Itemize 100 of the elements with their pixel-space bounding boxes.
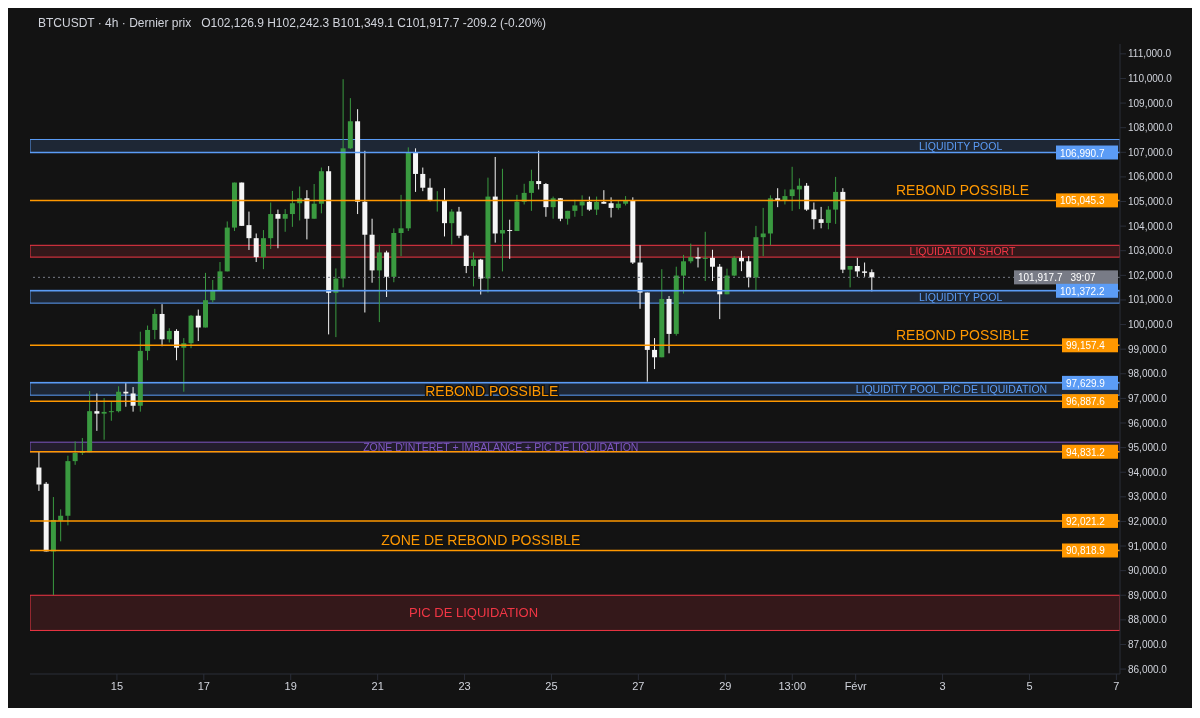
candlestick — [709, 249, 715, 282]
ref-line-label: 90,818.9 — [1066, 545, 1106, 557]
y-tick-label: 100,000.0 — [1128, 319, 1173, 331]
candlestick — [304, 189, 310, 240]
y-tick-label: 86,000.0 — [1128, 663, 1168, 675]
y-tick-label: 96,000.0 — [1128, 417, 1168, 429]
candlestick — [507, 219, 513, 260]
candlestick — [528, 169, 534, 212]
candlestick — [101, 397, 107, 441]
annotation: ZONE DE REBOND POSSIBLE — [381, 532, 581, 549]
annotation: LIQUIDITY POOL — [855, 382, 940, 395]
annotation: REBOND POSSIBLE — [895, 182, 1029, 199]
candlestick — [398, 194, 404, 257]
candlestick — [811, 201, 817, 230]
candlestick — [550, 196, 556, 220]
y-tick-label: 104,000.0 — [1128, 220, 1173, 232]
candlestick — [36, 450, 42, 492]
candlestick — [311, 183, 317, 220]
candlestick — [536, 150, 542, 190]
candlestick — [152, 308, 158, 340]
y-tick-label: 91,000.0 — [1128, 540, 1168, 552]
y-tick-label: 88,000.0 — [1128, 614, 1168, 626]
annotation: LIQUIDITY POOL — [919, 140, 1003, 153]
annotation: PIC DE LIQUIDATION — [409, 605, 539, 621]
candlestick — [174, 328, 180, 361]
candlestick — [833, 176, 839, 225]
x-tick-label: 5 — [1026, 679, 1033, 692]
annotation: REBOND POSSIBLE — [895, 327, 1029, 344]
ref-line-label: 105,045.3 — [1060, 195, 1105, 207]
y-tick-label: 99,000.0 — [1128, 343, 1168, 355]
y-tick-label: 90,000.0 — [1128, 565, 1168, 577]
ref-line-label: 99,157.4 — [1066, 340, 1106, 352]
y-tick-label: 98,000.0 — [1128, 368, 1168, 380]
y-tick-label: 93,000.0 — [1128, 491, 1168, 503]
x-tick-label: 25 — [545, 679, 558, 692]
candlestick — [760, 207, 766, 257]
candlestick — [195, 309, 201, 342]
candlestick — [108, 401, 114, 422]
candlestick — [543, 182, 549, 218]
candlestick — [804, 182, 810, 212]
candlestick — [594, 196, 600, 216]
candlestick — [681, 254, 687, 295]
candlestick — [782, 188, 788, 205]
y-tick-label: 101,000.0 — [1128, 294, 1173, 306]
annotation: PIC DE LIQUIDATION — [942, 382, 1048, 395]
x-tick-label: 19 — [284, 679, 297, 692]
candlestick — [217, 261, 223, 292]
x-tick-label: 27 — [632, 679, 645, 692]
ref-line-label: 101,372.2 — [1060, 285, 1105, 297]
candlestick — [470, 251, 476, 287]
candlestick — [478, 258, 484, 296]
candlestick — [818, 206, 824, 229]
x-tick-label: 7 — [1113, 679, 1120, 692]
candlestick — [652, 337, 658, 370]
ref-line-label: 101,917.7 39:07 — [1018, 272, 1096, 284]
y-tick-label: 103,000.0 — [1128, 245, 1173, 257]
y-tick-label: 87,000.0 — [1128, 639, 1168, 651]
x-tick-label: 3 — [939, 679, 946, 692]
x-tick-label: 15 — [110, 679, 124, 692]
y-tick-label: 95,000.0 — [1128, 442, 1168, 454]
ref-line-label: 97,629.9 — [1066, 377, 1106, 389]
candlestick — [376, 244, 382, 323]
x-tick-label: 29 — [719, 679, 732, 692]
candlestick — [608, 196, 614, 218]
x-tick-label: 23 — [458, 679, 471, 692]
candlestick — [253, 232, 259, 263]
candlestick — [246, 211, 252, 251]
candlestick — [869, 268, 875, 292]
candlestick — [449, 208, 455, 246]
candlestick — [688, 243, 694, 264]
y-tick-label: 111,000.0 — [1128, 48, 1172, 60]
candlestick — [572, 199, 578, 218]
candlestick — [702, 231, 708, 282]
y-tick-label: 106,000.0 — [1128, 171, 1173, 183]
candlestick — [145, 325, 151, 361]
candlestick — [94, 392, 100, 432]
annotation: LIQUIDITY POOL — [919, 290, 1003, 303]
candlestick — [275, 209, 281, 249]
ref-line-label: 94,831.2 — [1066, 446, 1106, 458]
y-tick-label: 97,000.0 — [1128, 392, 1168, 404]
chart-title: BTCUSDT · 4h · Dernier prix — [38, 16, 192, 30]
y-tick-label: 92,000.0 — [1128, 515, 1168, 527]
annotation: LIQUIDATION SHORT — [909, 245, 1016, 258]
y-tick-label: 89,000.0 — [1128, 589, 1168, 601]
y-tick-label: 107,000.0 — [1128, 146, 1173, 158]
ref-line-label: 106,990.7 — [1060, 147, 1105, 159]
candlestick — [746, 255, 752, 288]
annotation: REBOND POSSIBLE — [425, 383, 559, 400]
y-tick-label: 110,000.0 — [1128, 73, 1173, 84]
candlestick — [260, 229, 266, 270]
x-tick-label: 17 — [197, 679, 210, 692]
ref-line-label: 96,887.6 — [1066, 396, 1106, 408]
candlestick — [289, 190, 295, 228]
candlestick — [557, 197, 563, 222]
candlestick — [789, 166, 795, 212]
candlestick — [775, 187, 781, 208]
candlestick — [695, 247, 701, 268]
candlestick — [72, 440, 78, 466]
y-tick-label: 102,000.0 — [1128, 269, 1173, 281]
x-tick-label: Févr — [844, 679, 867, 692]
